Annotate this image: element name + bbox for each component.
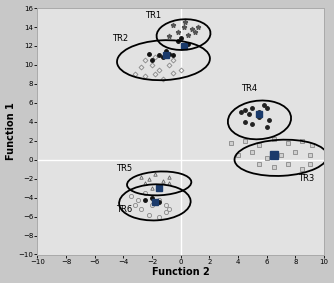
Text: TR1: TR1 xyxy=(145,10,161,20)
Text: TR4: TR4 xyxy=(241,84,257,93)
Text: TR3: TR3 xyxy=(298,173,314,183)
Y-axis label: Function 1: Function 1 xyxy=(6,102,16,160)
Text: TR6: TR6 xyxy=(116,205,133,214)
Text: TR2: TR2 xyxy=(112,34,128,43)
X-axis label: Function 2: Function 2 xyxy=(152,267,209,277)
Text: TR5: TR5 xyxy=(116,164,132,173)
